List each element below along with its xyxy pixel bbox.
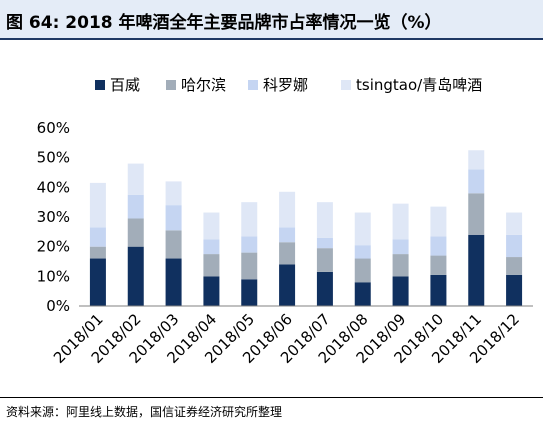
bar-segment: [354, 282, 371, 306]
bar-segment: [165, 181, 182, 206]
source-divider: [0, 397, 543, 398]
bar-segment: [89, 227, 106, 247]
bar-segment: [468, 169, 485, 194]
bar-segment: [165, 230, 182, 259]
bar-segment: [392, 203, 409, 240]
x-axis: 2018/012018/022018/032018/042018/052018/…: [50, 305, 533, 367]
y-tick-label: 20%: [37, 238, 70, 256]
bar-segment: [392, 239, 409, 255]
legend-label: 科罗娜: [263, 76, 308, 94]
bar-segment: [241, 202, 258, 237]
bar-segment: [241, 279, 258, 306]
bar-segment: [430, 206, 447, 237]
bar-segment: [89, 258, 106, 306]
bar-segment: [506, 234, 523, 258]
bar-segment: [203, 254, 220, 277]
bar-segment: [430, 274, 447, 306]
y-tick-label: 60%: [37, 119, 70, 137]
bar-segment: [468, 150, 485, 170]
legend-swatch: [166, 80, 176, 90]
y-tick-label: 50%: [37, 149, 70, 167]
figure-title: 图 64: 2018 年啤酒全年主要品牌市占率情况一览（%）: [6, 13, 442, 33]
y-axis: 0% 10% 20% 30% 40% 50% 60%: [37, 119, 70, 315]
title-band: 图 64: 2018 年啤酒全年主要品牌市占率情况一览（%）: [0, 0, 543, 40]
bar-segment: [468, 234, 485, 306]
bar-segment: [203, 276, 220, 306]
legend-label: 百威: [110, 76, 140, 94]
legend-swatch: [95, 80, 105, 90]
y-tick-label: 0%: [46, 297, 70, 315]
bar-segment: [316, 248, 333, 272]
bar-segment: [506, 212, 523, 235]
bar-segment: [127, 163, 144, 195]
bar-segment: [316, 202, 333, 238]
bar-segment: [279, 242, 296, 265]
y-tick-label: 40%: [37, 178, 70, 196]
bar-segment: [165, 258, 182, 306]
bar-segment: [279, 264, 296, 306]
bar-segment: [430, 236, 447, 256]
bar-segment: [89, 246, 106, 259]
bar-segment: [506, 274, 523, 306]
legend: 百威 哈尔滨 科罗娜 tsingtao/青岛啤酒: [95, 76, 482, 94]
bar-segment: [279, 227, 296, 243]
source-note: 资料来源：阿里线上数据，国信证券经济研究所整理: [6, 405, 283, 419]
bar-segment: [279, 191, 296, 228]
bar-segment: [127, 194, 144, 219]
bar-segment: [89, 182, 106, 228]
bar-segment: [354, 258, 371, 283]
y-tick-label: 30%: [37, 208, 70, 226]
bar-segment: [316, 237, 333, 249]
bar-segment: [241, 236, 258, 253]
bar-segment: [354, 212, 371, 246]
bar-segment: [506, 257, 523, 275]
bar-segment: [354, 245, 371, 259]
bar-segment: [165, 205, 182, 231]
legend-swatch: [341, 80, 351, 90]
bar-segment: [316, 271, 333, 306]
bar-segment: [468, 193, 485, 235]
bar-segment: [241, 252, 258, 280]
bar-segment: [127, 246, 144, 306]
bar-segment: [392, 254, 409, 277]
y-tick-label: 10%: [37, 267, 70, 285]
bar-segment: [392, 276, 409, 306]
bars: [89, 150, 523, 306]
bar-segment: [127, 218, 144, 247]
legend-swatch: [248, 80, 258, 90]
stacked-bar-chart: 百威 哈尔滨 科罗娜 tsingtao/青岛啤酒 0% 10% 20% 30% 40% 50% 6…: [37, 76, 533, 367]
bar-segment: [203, 239, 220, 255]
bar-segment: [430, 255, 447, 275]
legend-label: tsingtao/青岛啤酒: [356, 76, 482, 94]
bar-segment: [203, 212, 220, 240]
legend-label: 哈尔滨: [181, 76, 226, 94]
